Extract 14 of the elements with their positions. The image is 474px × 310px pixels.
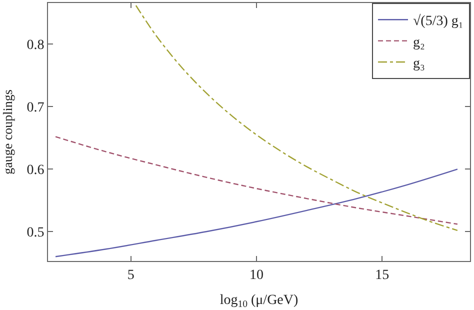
line-series bbox=[54, 136, 458, 225]
x-axis-title: log$_{10}$ (μ/GeV) bbox=[220, 293, 299, 310]
line-series bbox=[54, 168, 458, 258]
y-tick-label: 0.8 bbox=[26, 38, 44, 54]
y-tick-label: 0.5 bbox=[26, 226, 44, 241]
legend-label: g₃ bbox=[413, 56, 425, 72]
legend-label: √(5/3) g₁ bbox=[413, 13, 464, 30]
x-tick-label: 15 bbox=[375, 268, 390, 283]
y-axis-title: gauge couplings bbox=[0, 90, 15, 174]
y-tick-label: 0.7 bbox=[26, 100, 44, 116]
legend-label: g₂ bbox=[413, 35, 425, 50]
x-tick-label: 5 bbox=[127, 268, 134, 283]
x-tick-label: 10 bbox=[249, 268, 264, 283]
y-tick-label: 0.6 bbox=[26, 163, 44, 178]
